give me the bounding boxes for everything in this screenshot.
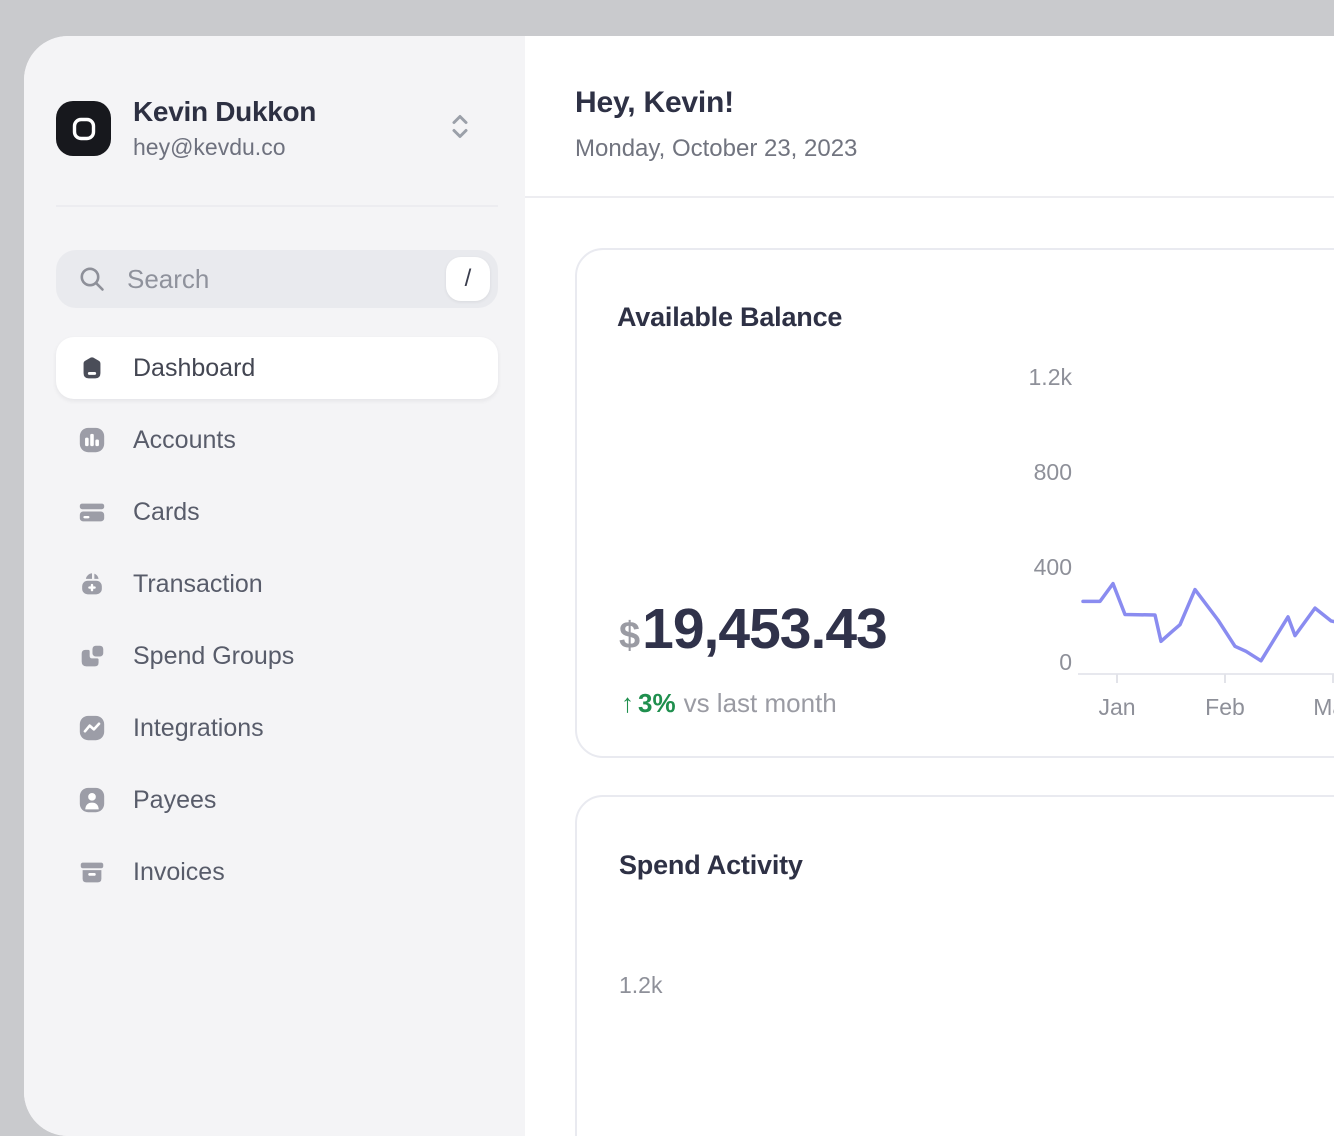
sidebar-item-label: Spend Groups xyxy=(133,641,295,670)
search-placeholder: Search xyxy=(127,263,210,294)
stacked-squares-icon xyxy=(81,645,104,667)
balance-card-title: Available Balance xyxy=(617,302,843,332)
balance-chart: 1.2k 800 400 0 Jan Feb Mar xyxy=(1029,364,1334,720)
savings-plus-icon xyxy=(82,573,102,595)
sidebar-item-label: Accounts xyxy=(133,425,236,454)
sidebar-item-label: Payees xyxy=(133,785,217,814)
currency-symbol: $ xyxy=(619,615,641,657)
sidebar: Kevin Dukkon hey@kevdu.co Search / xyxy=(24,36,525,1136)
app-window: Kevin Dukkon hey@kevdu.co Search / xyxy=(24,36,1334,1136)
search-input[interactable]: Search / xyxy=(56,250,498,308)
sidebar-item-label: Invoices xyxy=(133,857,225,886)
archive-icon xyxy=(80,862,104,883)
profile-name: Kevin Dukkon xyxy=(133,96,317,127)
sidebar-item-spend-groups[interactable]: Spend Groups xyxy=(56,625,498,687)
sidebar-item-invoices[interactable]: Invoices xyxy=(56,841,498,903)
balance-value: 19,453.43 xyxy=(642,597,888,661)
balance-trend: ↑ 3% vs last month xyxy=(621,688,837,719)
spend-card-title: Spend Activity xyxy=(619,850,803,880)
sidebar-divider xyxy=(56,205,498,207)
chevron-up-down-icon[interactable] xyxy=(444,108,476,149)
sidebar-item-label: Dashboard xyxy=(133,353,256,382)
sidebar-item-dashboard[interactable]: Dashboard xyxy=(56,337,498,399)
svg-text:800: 800 xyxy=(1034,459,1072,485)
search-icon xyxy=(80,267,104,291)
sidebar-item-label: Cards xyxy=(133,497,200,526)
profile-text: Kevin Dukkon hey@kevdu.co xyxy=(133,96,316,161)
screen: { "app": { "user": { "name": "Kevin Dukk… xyxy=(24,36,1334,1136)
sidebar-item-accounts[interactable]: Accounts xyxy=(56,409,498,471)
svg-text:Mar: Mar xyxy=(1313,694,1334,720)
profile-email: hey@kevdu.co xyxy=(133,134,286,160)
spend-activity-card: Spend Activity 1.2k xyxy=(575,795,1334,1136)
balance-amount: $ 19,453.43 xyxy=(619,596,888,662)
bar-chart-icon xyxy=(79,427,105,453)
sidebar-item-cards[interactable]: Cards xyxy=(56,481,498,543)
rounded-square-logo-icon xyxy=(72,117,95,140)
sidebar-item-integrations[interactable]: Integrations xyxy=(56,697,498,759)
svg-text:1.2k: 1.2k xyxy=(1029,364,1073,390)
available-balance-card: Available Balance $ 19,453.43 ↑ 3% vs las… xyxy=(575,248,1334,758)
credit-card-icon xyxy=(79,503,105,522)
trend-value: 3% xyxy=(638,688,676,718)
avatar xyxy=(56,101,111,156)
sidebar-nav: Dashboard Accounts Cards xyxy=(56,337,498,903)
page-title: Hey, Kevin! xyxy=(575,86,734,119)
profile-switcher[interactable]: Kevin Dukkon hey@kevdu.co xyxy=(56,96,498,161)
search-shortcut-badge: / xyxy=(446,257,490,301)
main-content: Hey, Kevin! Monday, October 23, 2023 Ava… xyxy=(525,36,1334,1136)
svg-text:400: 400 xyxy=(1034,554,1072,580)
trend-up-arrow-icon: ↑ xyxy=(621,688,634,718)
person-icon xyxy=(79,787,105,813)
svg-text:0: 0 xyxy=(1059,649,1072,675)
sidebar-item-payees[interactable]: Payees xyxy=(56,769,498,831)
trend-caption: vs last month xyxy=(683,688,837,718)
svg-text:Jan: Jan xyxy=(1098,694,1135,720)
sidebar-item-transaction[interactable]: Transaction xyxy=(56,553,498,615)
page-date: Monday, October 23, 2023 xyxy=(575,135,858,162)
trend-line-icon xyxy=(79,715,105,741)
svg-text:Feb: Feb xyxy=(1205,694,1245,720)
page-header: Hey, Kevin! Monday, October 23, 2023 xyxy=(525,36,1334,198)
sidebar-item-label: Transaction xyxy=(133,569,263,598)
sidebar-item-label: Integrations xyxy=(133,713,264,742)
spend-chart-y-tick: 1.2k xyxy=(619,972,663,998)
home-icon xyxy=(83,357,101,379)
